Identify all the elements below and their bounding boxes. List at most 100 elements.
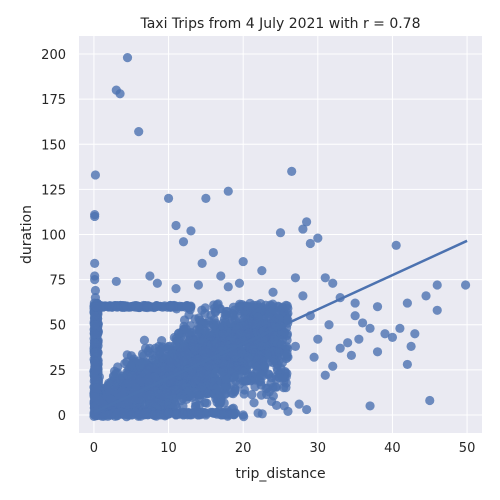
data-point	[194, 324, 205, 334]
data-point	[257, 265, 267, 276]
data-point	[115, 374, 125, 384]
data-point	[116, 400, 126, 411]
data-point	[90, 338, 100, 348]
data-point	[231, 408, 241, 418]
data-point	[91, 302, 101, 312]
data-point	[139, 335, 150, 345]
data-point	[163, 193, 174, 204]
data-point	[235, 305, 245, 316]
data-point	[115, 89, 125, 99]
data-point	[90, 374, 100, 384]
data-point	[90, 170, 101, 180]
data-point	[171, 220, 181, 231]
data-point	[126, 410, 136, 420]
data-point	[282, 349, 292, 359]
data-point	[171, 385, 181, 395]
data-point	[309, 352, 319, 362]
data-point	[186, 391, 196, 401]
data-point	[302, 217, 312, 227]
data-point	[193, 410, 204, 420]
data-point	[406, 341, 416, 351]
data-point	[460, 280, 471, 290]
data-point	[238, 366, 248, 376]
y-axis-label: duration	[19, 205, 35, 264]
data-point	[212, 397, 222, 407]
data-point	[218, 329, 228, 339]
data-point	[268, 357, 278, 368]
data-point	[200, 398, 210, 408]
data-point	[134, 410, 144, 420]
data-point	[271, 382, 282, 392]
data-point	[190, 314, 200, 324]
data-point	[387, 332, 398, 342]
data-point	[243, 329, 254, 339]
data-point	[208, 247, 218, 258]
data-point	[357, 318, 368, 328]
data-point	[343, 338, 353, 348]
data-point	[90, 285, 101, 296]
data-point	[302, 404, 312, 415]
data-point	[146, 395, 156, 405]
data-point	[90, 293, 101, 303]
data-point	[218, 321, 228, 331]
data-point	[256, 370, 267, 380]
data-point	[131, 383, 141, 393]
data-point	[151, 301, 162, 311]
data-point	[174, 328, 184, 338]
data-point	[264, 370, 274, 380]
data-point	[432, 305, 442, 315]
data-point	[152, 278, 162, 288]
data-point	[156, 410, 166, 420]
data-point	[287, 166, 297, 176]
data-point	[90, 311, 100, 321]
data-point	[197, 258, 207, 268]
data-point	[106, 394, 116, 405]
data-point	[91, 383, 101, 393]
data-point	[391, 240, 401, 250]
data-point	[298, 291, 308, 301]
data-point	[201, 193, 211, 204]
data-point	[204, 369, 214, 379]
data-point	[266, 307, 277, 317]
data-point	[229, 310, 239, 320]
data-point	[237, 321, 248, 331]
data-point	[213, 299, 223, 309]
y-tick-label: 100	[41, 229, 66, 244]
data-point	[223, 282, 233, 292]
y-tick-label: 175	[41, 93, 66, 108]
data-point	[425, 395, 435, 406]
data-point	[187, 357, 197, 367]
data-point	[262, 383, 272, 393]
data-point	[238, 410, 248, 420]
data-point	[218, 359, 228, 369]
data-point	[163, 342, 173, 352]
data-point	[402, 298, 412, 308]
data-point	[283, 303, 293, 314]
data-point	[238, 256, 248, 267]
data-point	[354, 334, 364, 344]
data-point	[90, 320, 100, 330]
y-tick-label: 75	[49, 274, 66, 289]
data-point	[207, 377, 217, 387]
data-point	[153, 346, 163, 356]
data-point	[91, 365, 101, 375]
data-point	[182, 348, 192, 359]
data-point	[234, 278, 245, 288]
data-point	[179, 341, 189, 352]
data-point	[211, 384, 221, 394]
data-point	[111, 410, 121, 420]
data-point	[221, 377, 231, 387]
data-point	[266, 396, 277, 407]
data-point	[328, 278, 338, 288]
data-point	[328, 361, 338, 371]
y-tick-label: 125	[41, 183, 66, 198]
data-point	[211, 339, 221, 349]
data-point	[239, 389, 249, 399]
data-points	[89, 53, 471, 422]
x-tick-label: 20	[235, 441, 252, 456]
data-point	[365, 323, 375, 333]
data-point	[221, 306, 231, 317]
data-point	[313, 334, 323, 344]
data-point	[141, 408, 151, 418]
